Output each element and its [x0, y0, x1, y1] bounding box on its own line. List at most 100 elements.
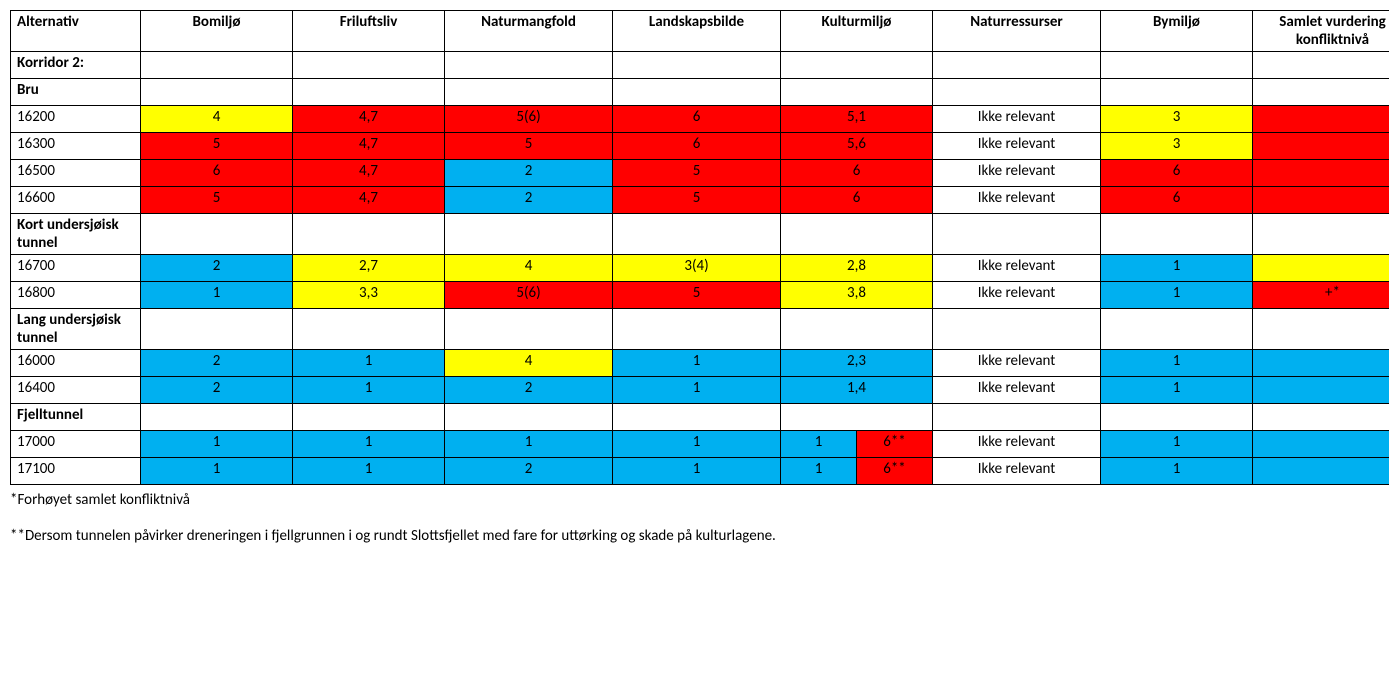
table-row: 17100112116**Ikke relevant1: [11, 458, 1389, 485]
cell: 5(6): [445, 282, 613, 309]
cell: 1: [293, 377, 445, 404]
cell: 2: [445, 160, 613, 187]
cell: 1: [293, 458, 445, 485]
cell: 5: [613, 282, 781, 309]
table-row: 1630054,7565,6Ikke relevant3: [11, 133, 1389, 160]
cell: 5: [613, 187, 781, 214]
section-label: Korridor 2:: [11, 52, 141, 79]
cell: 5: [141, 187, 293, 214]
cell: 4,7: [293, 160, 445, 187]
cell: 2,3: [781, 350, 933, 377]
cell: Ikke relevant: [933, 282, 1101, 309]
cell: [1253, 431, 1389, 458]
cell: Ikke relevant: [933, 160, 1101, 187]
cell: 2: [141, 377, 293, 404]
cell: 1: [141, 431, 293, 458]
row-id: 16300: [11, 133, 141, 160]
cell: 5,6: [781, 133, 933, 160]
col-header: Naturressurser: [933, 11, 1101, 52]
cell: [1253, 133, 1389, 160]
table-header-row: AlternativBomiljøFriluftslivNaturmangfol…: [11, 11, 1389, 52]
cell: 1: [445, 431, 613, 458]
section-row: Fjelltunnel: [11, 404, 1389, 431]
table-row: 1620044,75(6)65,1Ikke relevant3: [11, 106, 1389, 133]
cell: 1: [613, 431, 781, 458]
cell: 1,4: [781, 377, 933, 404]
cell: 1: [613, 350, 781, 377]
col-header: Friluftsliv: [293, 11, 445, 52]
footnote-2: **Dersom tunnelen påvirker dreneringen i…: [10, 527, 1379, 545]
cell: 1: [613, 458, 781, 485]
cell: 4,7: [293, 187, 445, 214]
cell: 6: [141, 160, 293, 187]
cell: Ikke relevant: [933, 458, 1101, 485]
row-id: 16500: [11, 160, 141, 187]
cell: 5: [613, 160, 781, 187]
table-row: 1680013,35(6)53,8Ikke relevant1+*: [11, 282, 1389, 309]
cell: 3(4): [613, 255, 781, 282]
cell: 6: [1101, 187, 1253, 214]
cell: 3,3: [293, 282, 445, 309]
col-header: Bymiljø: [1101, 11, 1253, 52]
cell: [1253, 255, 1389, 282]
cell: [1253, 106, 1389, 133]
cell: 6: [1101, 160, 1253, 187]
cell: 5,1: [781, 106, 933, 133]
col-header: Naturmangfold: [445, 11, 613, 52]
table-row: 1650064,7256Ikke relevant6: [11, 160, 1389, 187]
col-header: Alternativ: [11, 11, 141, 52]
cell: Ikke relevant: [933, 255, 1101, 282]
cell: 6: [781, 187, 933, 214]
cell: 3: [1101, 133, 1253, 160]
cell: 1: [1101, 458, 1253, 485]
cell: 3,8: [781, 282, 933, 309]
cell: [1253, 160, 1389, 187]
cell: 2: [141, 350, 293, 377]
cell: Ikke relevant: [933, 187, 1101, 214]
cell: 2: [445, 187, 613, 214]
cell: 2: [141, 255, 293, 282]
cell: 1: [1101, 377, 1253, 404]
table-row: 17000111116**Ikke relevant1: [11, 431, 1389, 458]
table-row: 1670022,743(4)2,8Ikke relevant1: [11, 255, 1389, 282]
footnote-1: *Forhøyet samlet konfliktnivå: [10, 491, 1379, 509]
cell: 4,7: [293, 133, 445, 160]
cell: 4,7: [293, 106, 445, 133]
cell: 1: [613, 377, 781, 404]
cell: Ikke relevant: [933, 431, 1101, 458]
table-row: 1660054,7256Ikke relevant6: [11, 187, 1389, 214]
section-row: Korridor 2:: [11, 52, 1389, 79]
section-row: Kort undersjøisk tunnel: [11, 214, 1389, 255]
cell: 1: [293, 431, 445, 458]
cell: 1: [141, 282, 293, 309]
cell: 5: [445, 133, 613, 160]
cell: 6: [781, 160, 933, 187]
cell: [1253, 187, 1389, 214]
row-id: 17000: [11, 431, 141, 458]
cell: 1: [293, 350, 445, 377]
cell: Ikke relevant: [933, 377, 1101, 404]
cell: 5: [141, 133, 293, 160]
row-id: 16600: [11, 187, 141, 214]
row-id: 16200: [11, 106, 141, 133]
row-id: 16800: [11, 282, 141, 309]
col-header: Kulturmiljø: [781, 11, 933, 52]
cell: [1253, 377, 1389, 404]
cell: +*: [1253, 282, 1389, 309]
table-row: 1640021211,4Ikke relevant1: [11, 377, 1389, 404]
cell: 2,8: [781, 255, 933, 282]
row-id: 16700: [11, 255, 141, 282]
cell: 16**: [781, 458, 933, 485]
cell: 2: [445, 458, 613, 485]
row-id: 16000: [11, 350, 141, 377]
section-label: Kort undersjøisk tunnel: [11, 214, 141, 255]
cell: 1: [1101, 282, 1253, 309]
row-id: 17100: [11, 458, 141, 485]
cell: 1: [1101, 255, 1253, 282]
row-id: 16400: [11, 377, 141, 404]
table-row: 1600021412,3Ikke relevant1: [11, 350, 1389, 377]
cell: 6: [613, 133, 781, 160]
cell: Ikke relevant: [933, 350, 1101, 377]
section-row: Lang undersjøisk tunnel: [11, 309, 1389, 350]
col-header: Landskapsbilde: [613, 11, 781, 52]
